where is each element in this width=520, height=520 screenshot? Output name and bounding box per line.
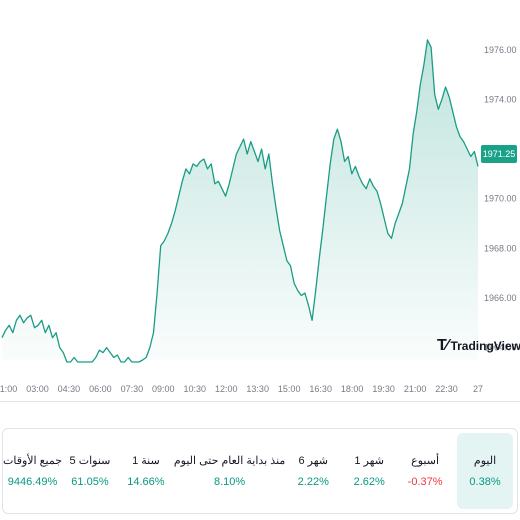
x-tick-label: 13:30 xyxy=(246,384,269,394)
x-tick-label: 04:30 xyxy=(58,384,81,394)
performance-period-label: 6 شهر xyxy=(298,455,329,467)
performance-period-3[interactable]: 6 شهر 2.22% xyxy=(285,429,341,513)
price-chart-canvas[interactable]: 1976.001974.001972.001970.001968.001966.… xyxy=(0,0,520,400)
performance-period-label: 1 سنة xyxy=(132,455,160,467)
performance-period-6[interactable]: 5 سنوات 61.05% xyxy=(62,429,118,513)
tradingview-logo-mark: T⁄ xyxy=(437,337,448,354)
y-tick-label: 1968.00 xyxy=(484,243,517,253)
x-tick-label: 22:30 xyxy=(435,384,458,394)
performance-bar: جميع الأوقات 9446.49% 5 سنوات 61.05% 1 سنة 14… xyxy=(2,428,518,514)
performance-period-value: 0.38% xyxy=(469,476,501,488)
performance-period-label: 1 شهر xyxy=(354,455,384,467)
x-tick-label: 15:00 xyxy=(278,384,301,394)
x-tick-label: 21:00 xyxy=(404,384,427,394)
performance-period-4[interactable]: منذ بداية العام حتى اليوم 8.10% xyxy=(174,429,285,513)
x-tick-label: 18:00 xyxy=(341,384,364,394)
tradingview-logo-word: TradingView xyxy=(450,339,520,353)
performance-period-label: أسبوع xyxy=(411,455,440,467)
current-price-tag: 1971.25 xyxy=(481,145,517,163)
x-tick-label: 16:30 xyxy=(309,384,332,394)
performance-period-value: 14.66% xyxy=(127,476,165,488)
x-tick-label: 12:00 xyxy=(215,384,238,394)
price-chart[interactable]: 1976.001974.001972.001970.001968.001966.… xyxy=(0,0,520,400)
performance-period-value: 2.62% xyxy=(353,476,385,488)
performance-period-value: 8.10% xyxy=(213,476,246,488)
x-tick-label: 01:00 xyxy=(0,384,17,394)
performance-period-label: اليوم xyxy=(473,455,497,467)
y-tick-label: 1970.00 xyxy=(484,194,517,204)
x-tick-label: 27 xyxy=(473,384,483,394)
tradingview-logo[interactable]: T⁄ TradingView xyxy=(437,336,520,356)
price-area-fill xyxy=(2,39,478,363)
x-tick-label: 07:30 xyxy=(121,384,144,394)
x-tick-label: 19:30 xyxy=(372,384,395,394)
performance-period-value: 9446.49% xyxy=(7,476,58,488)
x-tick-label: 03:00 xyxy=(26,384,49,394)
x-tick-label: 06:00 xyxy=(89,384,112,394)
performance-period-7[interactable]: جميع الأوقات 9446.49% xyxy=(3,429,62,513)
performance-period-value: 2.22% xyxy=(297,476,329,488)
x-tick-label: 09:00 xyxy=(152,384,175,394)
y-tick-label: 1964.00 xyxy=(484,343,517,353)
y-tick-label: 1976.00 xyxy=(484,45,517,55)
chart-divider xyxy=(0,401,520,402)
y-tick-label: 1974.00 xyxy=(484,94,517,104)
performance-period-label: جميع الأوقات xyxy=(3,455,62,467)
x-tick-label: 10:30 xyxy=(184,384,207,394)
performance-period-value: 61.05% xyxy=(71,476,109,488)
performance-period-1[interactable]: أسبوع -0.37% xyxy=(397,429,453,513)
performance-period-2[interactable]: 1 شهر 2.62% xyxy=(341,429,397,513)
performance-period-5[interactable]: 1 سنة 14.66% xyxy=(118,429,174,513)
performance-period-value: -0.37% xyxy=(407,476,443,488)
price-line xyxy=(1,39,479,363)
performance-period-0[interactable]: اليوم 0.38% xyxy=(457,433,513,509)
y-tick-label: 1966.00 xyxy=(484,293,517,303)
performance-period-label: 5 سنوات xyxy=(69,455,111,467)
performance-period-label: منذ بداية العام حتى اليوم xyxy=(173,455,286,467)
